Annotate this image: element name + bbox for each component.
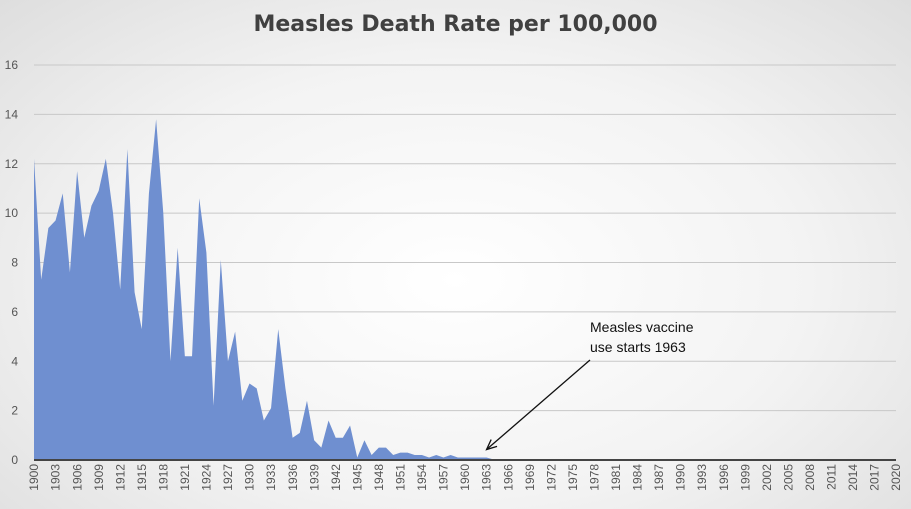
x-tick-label: 2017 <box>868 464 882 491</box>
y-tick-label: 2 <box>11 404 18 418</box>
x-tick-label: 2011 <box>825 464 839 490</box>
x-tick-label: 1951 <box>394 464 408 491</box>
x-tick-label: 1918 <box>157 464 171 491</box>
x-tick-label: 1957 <box>437 464 451 491</box>
annotation-layer: Measles vaccine use starts 1963 <box>485 319 694 451</box>
x-tick-label: 1975 <box>566 464 580 491</box>
x-tick-label: 1960 <box>458 464 472 491</box>
x-axis-ticks: 1900 1903 1906 1909 1912 1915 1918 1921 1924 1927… <box>27 464 903 491</box>
x-tick-label: 2014 <box>846 464 860 491</box>
x-tick-label: 1927 <box>221 464 235 491</box>
x-tick-label: 1915 <box>135 464 149 491</box>
x-tick-label: 2002 <box>760 464 774 491</box>
x-tick-label: 1987 <box>652 464 666 491</box>
y-tick-label: 16 <box>5 58 19 72</box>
x-tick-label: 1954 <box>415 464 429 491</box>
x-tick-label: 2008 <box>803 464 817 491</box>
y-axis-ticks: 0 2 4 6 8 10 12 14 16 <box>5 58 19 467</box>
x-tick-label: 1912 <box>113 464 127 491</box>
x-tick-label: 1981 <box>609 464 623 491</box>
annotation-text-line: Measles vaccine <box>590 319 694 335</box>
y-tick-label: 0 <box>11 453 18 467</box>
x-tick-label: 1966 <box>501 464 515 491</box>
x-tick-label: 1906 <box>70 464 84 491</box>
annotation-arrow-line <box>486 359 591 451</box>
area-series <box>34 119 896 460</box>
x-tick-label: 1921 <box>178 464 192 491</box>
y-tick-label: 12 <box>5 157 19 171</box>
x-tick-label: 1942 <box>329 464 343 491</box>
x-tick-label: 1996 <box>717 464 731 491</box>
x-tick-label: 1900 <box>27 464 41 491</box>
annotation-text-line: use starts 1963 <box>590 339 686 355</box>
x-tick-label: 1963 <box>480 464 494 491</box>
x-tick-label: 1972 <box>544 464 558 491</box>
x-tick-label: 1924 <box>200 464 214 491</box>
x-tick-label: 1993 <box>695 464 709 491</box>
x-tick-label: 1948 <box>372 464 386 491</box>
x-tick-label: 1969 <box>523 464 537 491</box>
x-tick-label: 2005 <box>781 464 795 491</box>
chart-title: Measles Death Rate per 100,000 <box>253 12 658 37</box>
x-tick-label: 1999 <box>738 464 752 491</box>
x-tick-label: 2020 <box>889 464 903 491</box>
y-tick-label: 6 <box>11 305 18 319</box>
y-tick-label: 14 <box>5 107 19 121</box>
x-tick-label: 1978 <box>588 464 602 491</box>
x-tick-label: 1909 <box>92 464 106 491</box>
y-tick-label: 10 <box>5 206 19 220</box>
x-tick-label: 1945 <box>350 464 364 491</box>
x-tick-label: 1990 <box>674 464 688 491</box>
y-tick-label: 8 <box>11 256 18 270</box>
area-series-0 <box>34 119 896 460</box>
x-tick-label: 1936 <box>286 464 300 491</box>
x-tick-label: 1930 <box>243 464 257 491</box>
annotation-arrowhead <box>485 439 498 451</box>
x-tick-label: 1933 <box>264 464 278 491</box>
x-tick-label: 1903 <box>49 464 63 491</box>
x-tick-label: 1939 <box>307 464 321 491</box>
x-tick-label: 1984 <box>631 464 645 491</box>
y-tick-label: 4 <box>11 354 18 368</box>
